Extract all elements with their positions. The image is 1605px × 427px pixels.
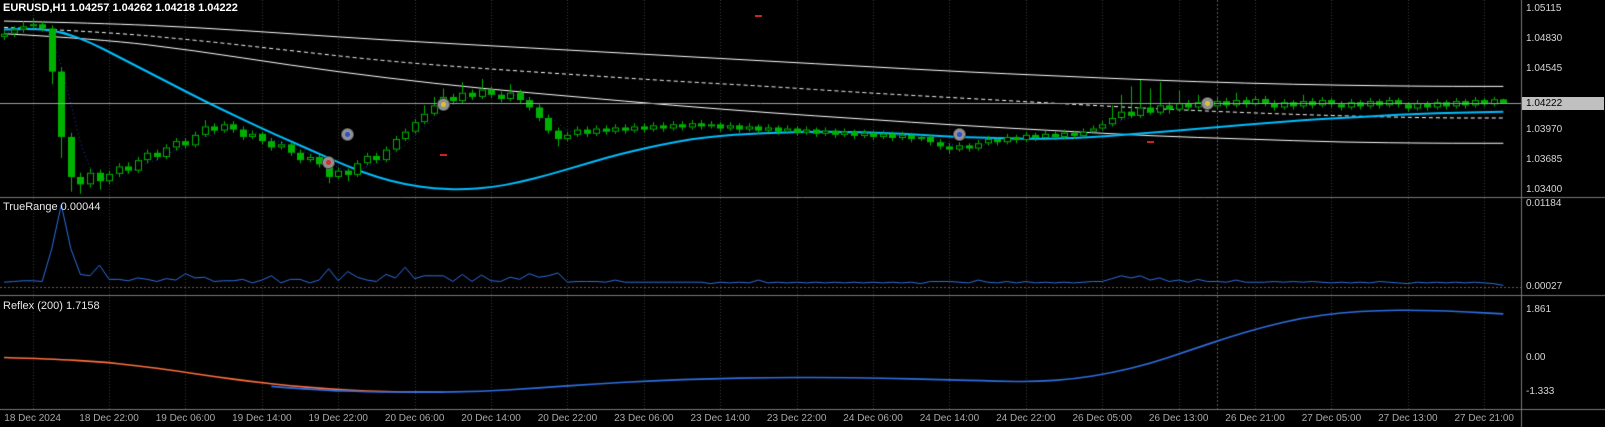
- trade-marker-dot: [326, 159, 332, 165]
- trade-marker[interactable]: [952, 128, 966, 142]
- price-scale-label: 1.03970: [1526, 123, 1563, 135]
- trade-marker-dot: [440, 101, 446, 107]
- order-price-dash: [440, 153, 448, 156]
- trade-marker[interactable]: [1200, 96, 1214, 110]
- trade-marker[interactable]: [322, 155, 336, 169]
- price-scale-label: 1.04545: [1526, 63, 1563, 74]
- indicator-scale-label: 1.861: [1526, 304, 1552, 316]
- trade-marker-dot: [1204, 100, 1210, 106]
- price-scale-label: 1.05115: [1526, 2, 1562, 14]
- time-axis-label: 23 Dec 22:00: [766, 413, 827, 424]
- time-axis-label: 23 Dec 06:00: [614, 413, 674, 424]
- trade-marker[interactable]: [341, 128, 355, 142]
- order-price-dash: [1147, 141, 1154, 144]
- order-price-dash: [755, 14, 763, 17]
- time-axis-label: 19 Dec 22:00: [308, 413, 369, 424]
- main-chart-panel[interactable]: [0, 0, 1521, 197]
- time-axis-label: 26 Dec 21:00: [1225, 413, 1285, 424]
- time-axis-label: 19 Dec 06:00: [155, 413, 216, 424]
- time-axis-label: 27 Dec 21:00: [1454, 413, 1515, 424]
- reflex-indicator-label[interactable]: Reflex (200) 1.7158: [3, 300, 100, 312]
- price-scale-label: 1.03685: [1526, 153, 1563, 165]
- time-axis-label: 23 Dec 14:00: [690, 413, 751, 424]
- current-price-badge: 1.04222: [1522, 97, 1604, 111]
- price-scale-label: 1.03400: [1526, 183, 1563, 195]
- time-axis-label: 18 Dec 2024: [4, 413, 61, 424]
- indicator-scale-label: -1.333: [1526, 386, 1555, 398]
- indicator-scale-label: 0.00: [1526, 352, 1546, 364]
- time-axis-label: 19 Dec 14:00: [232, 413, 292, 424]
- time-axis-label: 24 Dec 22:00: [996, 413, 1056, 424]
- time-axis-label: 20 Dec 14:00: [461, 413, 521, 424]
- price-scale-label: 1.04830: [1526, 32, 1563, 44]
- time-axis-label: 24 Dec 14:00: [919, 413, 980, 424]
- time-axis-label: 18 Dec 22:00: [79, 413, 139, 424]
- indicator-scale-label: 0.01184: [1526, 198, 1562, 210]
- chart-title: EURUSD,H1 1.04257 1.04262 1.04218 1.0422…: [3, 2, 238, 14]
- trade-marker-dot: [345, 132, 351, 138]
- time-axis-label: 20 Dec 06:00: [384, 413, 445, 424]
- time-axis-label: 27 Dec 05:00: [1301, 413, 1362, 424]
- trade-marker[interactable]: [436, 97, 450, 111]
- reflex-panel[interactable]: [0, 297, 1521, 409]
- truerange-panel[interactable]: [0, 199, 1521, 295]
- indicator-scale-label: 0.00027: [1526, 280, 1563, 292]
- time-axis-label: 24 Dec 06:00: [843, 413, 903, 424]
- time-axis-label: 26 Dec 05:00: [1072, 413, 1133, 424]
- trade-marker-dot: [956, 132, 962, 138]
- time-axis-label: 20 Dec 22:00: [537, 413, 598, 424]
- time-axis-label: 27 Dec 13:00: [1378, 413, 1438, 424]
- truerange-indicator-label[interactable]: TrueRange 0.00044: [3, 201, 101, 213]
- time-axis-label: 26 Dec 13:00: [1148, 413, 1209, 424]
